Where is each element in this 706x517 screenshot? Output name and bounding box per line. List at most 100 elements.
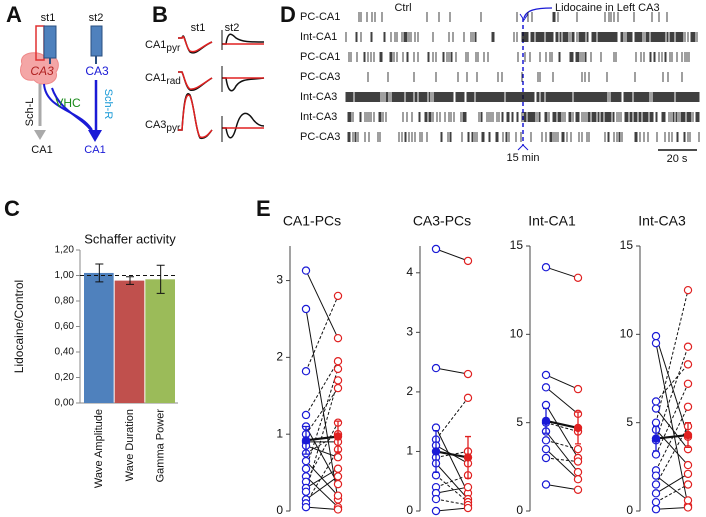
data-point bbox=[683, 285, 693, 295]
row-label: CA1rad bbox=[145, 72, 181, 87]
row-label: CA1pyr bbox=[145, 39, 181, 54]
row-label: PC-CA1 bbox=[300, 11, 340, 23]
pathway-label: Sch-R bbox=[102, 89, 114, 120]
trace bbox=[222, 112, 265, 139]
data-point bbox=[431, 244, 441, 254]
data-point bbox=[651, 480, 661, 489]
chart-title: Int-CA1 bbox=[528, 213, 576, 229]
y-tick-label: 15 bbox=[510, 238, 524, 252]
mean-point bbox=[301, 436, 311, 445]
data-point bbox=[573, 467, 583, 477]
data-point bbox=[573, 485, 583, 494]
data-point bbox=[463, 503, 473, 513]
pair-line bbox=[655, 335, 689, 437]
pair-line bbox=[545, 448, 579, 480]
mean-line bbox=[655, 433, 689, 440]
data-point bbox=[463, 256, 473, 266]
data-point bbox=[301, 304, 311, 314]
column-label: st1 bbox=[191, 22, 206, 34]
y-tick-label: 2 bbox=[276, 350, 283, 364]
data-point bbox=[651, 505, 661, 514]
target-label: CA1 bbox=[31, 144, 52, 156]
data-point bbox=[333, 333, 343, 343]
pair-line bbox=[435, 474, 469, 503]
x-tick-label: Wave Duration bbox=[124, 409, 136, 481]
y-tick-label: 5 bbox=[516, 415, 523, 429]
data-point bbox=[301, 464, 311, 473]
pair-line bbox=[655, 484, 689, 503]
vhc-pathway bbox=[51, 87, 93, 133]
data-point bbox=[541, 263, 551, 272]
error-bar bbox=[95, 263, 104, 283]
data-point bbox=[431, 506, 441, 516]
trace bbox=[178, 71, 213, 90]
pair-line bbox=[305, 476, 339, 508]
row-label: PC-CA3 bbox=[300, 131, 340, 143]
panel-label: B bbox=[152, 2, 168, 27]
bar bbox=[145, 279, 175, 403]
data-point bbox=[683, 469, 693, 479]
data-point bbox=[541, 400, 551, 410]
pair-line bbox=[305, 270, 339, 339]
mean-point bbox=[683, 430, 693, 440]
y-tick-label: 15 bbox=[620, 238, 634, 252]
x-tick-label: Gamma Power bbox=[155, 409, 167, 483]
y-tick-label: 3 bbox=[406, 325, 413, 339]
row-label: Int-CA1 bbox=[300, 31, 337, 43]
data-point bbox=[573, 475, 583, 484]
arrow-head bbox=[519, 13, 529, 21]
spike-raster: Ctrl Lidocaine in Left CA3 15 min 20 s P… bbox=[300, 2, 700, 165]
data-point bbox=[333, 357, 343, 366]
pair-line bbox=[435, 474, 469, 488]
y-tick-label: 0 bbox=[276, 503, 283, 517]
row-label: Int-CA3 bbox=[300, 91, 337, 103]
annotation: Lidocaine in Left CA3 bbox=[555, 2, 660, 14]
region-label: CA3 bbox=[30, 64, 54, 78]
mean-point bbox=[651, 434, 661, 443]
y-tick-label: 1,20 bbox=[55, 245, 75, 256]
trace bbox=[178, 35, 213, 53]
pair-line bbox=[435, 397, 469, 440]
y-tick-label: 1 bbox=[406, 444, 413, 458]
row-label: CA3pyr bbox=[145, 119, 181, 134]
pair-line bbox=[305, 476, 339, 500]
arrow-head bbox=[88, 130, 102, 142]
circuit-diagram: st1 st2 CA3 CA3 Sch-L VHC Sch-R CA1 CA1 bbox=[20, 12, 114, 156]
column-label: st2 bbox=[225, 22, 240, 34]
data-point bbox=[651, 331, 661, 341]
data-point bbox=[463, 393, 473, 403]
data-point bbox=[541, 480, 551, 489]
row-label: PC-CA3 bbox=[300, 71, 340, 83]
pair-line bbox=[305, 426, 339, 485]
pair-line bbox=[545, 431, 579, 473]
panel-label: E bbox=[256, 196, 271, 221]
data-point bbox=[651, 404, 661, 413]
spike-train bbox=[345, 92, 700, 102]
data-point bbox=[301, 266, 311, 275]
mean-line bbox=[305, 435, 339, 442]
pair-line bbox=[305, 387, 339, 435]
pathway-label: VHC bbox=[55, 96, 81, 110]
spike-train bbox=[358, 12, 668, 22]
panel-label: D bbox=[280, 2, 296, 27]
y-tick-label: 0 bbox=[626, 503, 633, 517]
pair-line bbox=[305, 368, 339, 469]
data-point bbox=[541, 444, 551, 454]
error-bar bbox=[156, 264, 165, 294]
mean-point bbox=[463, 453, 473, 462]
data-point bbox=[333, 491, 343, 500]
data-point bbox=[541, 453, 551, 463]
pair-line bbox=[305, 449, 339, 504]
y-tick-label: 0,80 bbox=[55, 296, 75, 307]
pair-line bbox=[655, 343, 689, 506]
pair-line bbox=[305, 380, 339, 492]
pair-line bbox=[545, 386, 579, 415]
panel-label: A bbox=[6, 2, 22, 27]
data-point bbox=[431, 363, 441, 373]
y-tick-label: 0,00 bbox=[55, 398, 75, 409]
data-point bbox=[333, 472, 343, 481]
data-point bbox=[333, 383, 343, 393]
mean-point bbox=[541, 416, 551, 426]
spike-train bbox=[347, 112, 700, 122]
data-point bbox=[683, 460, 693, 470]
